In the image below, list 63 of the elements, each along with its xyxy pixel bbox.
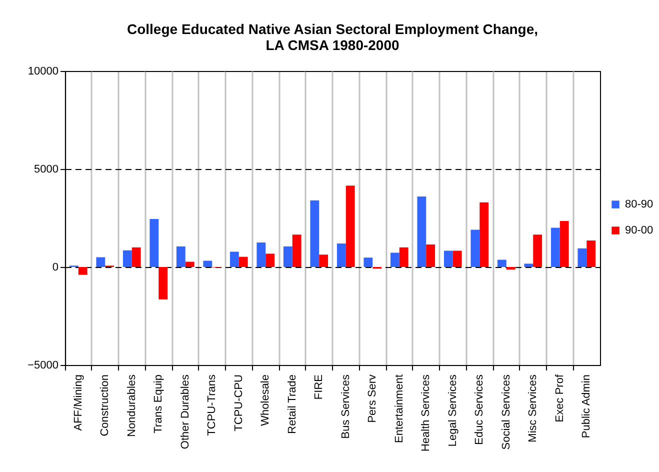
x-tick-label: Trans Equip bbox=[152, 374, 165, 434]
bar bbox=[346, 186, 355, 267]
y-tick-label: 10000 bbox=[28, 66, 58, 78]
x-tick-label: Other Durables bbox=[179, 374, 192, 450]
bar bbox=[533, 234, 542, 267]
bar bbox=[256, 242, 266, 267]
bar bbox=[283, 246, 292, 267]
bar bbox=[452, 250, 462, 267]
bar bbox=[426, 244, 436, 267]
bar bbox=[560, 220, 569, 267]
bar bbox=[399, 247, 408, 267]
bar bbox=[266, 254, 275, 267]
bar bbox=[550, 228, 560, 267]
bar bbox=[480, 202, 489, 267]
x-tick-label: FIRE bbox=[313, 374, 326, 400]
x-tick-label: Misc Services bbox=[527, 374, 540, 442]
bar bbox=[390, 252, 400, 267]
bar bbox=[122, 250, 132, 267]
y-tick-label: −5000 bbox=[28, 360, 58, 372]
bar bbox=[524, 264, 534, 267]
x-tick-label: Exec Prof bbox=[554, 374, 566, 422]
bar bbox=[96, 257, 106, 267]
bar bbox=[364, 258, 373, 267]
x-tick-label: Pers Serv bbox=[366, 374, 379, 423]
bar bbox=[185, 262, 194, 267]
x-tick-label: Nondurables bbox=[126, 374, 138, 437]
bar bbox=[150, 218, 159, 267]
chart-title: College Educated Native Asian Sectoral Employment Change, LA CMSA 1980-2000 bbox=[126, 21, 538, 53]
bar bbox=[78, 267, 88, 275]
bar bbox=[497, 260, 506, 267]
x-tick-label: Wholesale bbox=[260, 374, 272, 426]
x-tick-label: Public Admin bbox=[580, 374, 593, 438]
bar bbox=[203, 260, 212, 267]
bar bbox=[230, 252, 239, 267]
bar bbox=[158, 267, 168, 300]
x-tick-label: Social Services bbox=[500, 374, 512, 450]
x-tick-label: Bus Services bbox=[340, 374, 352, 439]
bar bbox=[310, 200, 320, 267]
x-tick-label: Retail Trade bbox=[286, 374, 298, 434]
x-tick-label: Legal Services bbox=[446, 374, 459, 447]
bar bbox=[176, 246, 186, 267]
bar bbox=[336, 243, 346, 267]
x-tick-label: TCPU-Trans bbox=[206, 374, 218, 436]
legend-label: 80-90 bbox=[625, 198, 654, 210]
bar bbox=[319, 254, 328, 267]
x-tick-label: Health Services bbox=[420, 374, 432, 452]
bar bbox=[578, 248, 587, 267]
x-tick-label: TCPU-CPU bbox=[232, 374, 245, 432]
bar bbox=[586, 240, 596, 267]
bar bbox=[506, 267, 516, 270]
y-tick-label: 0 bbox=[52, 262, 58, 274]
bar bbox=[292, 234, 302, 267]
bar bbox=[470, 230, 480, 267]
x-tick-label: AFF/Mining bbox=[72, 374, 84, 431]
x-tick-label: Construction bbox=[99, 374, 112, 436]
legend-label: 90-00 bbox=[625, 224, 654, 236]
bar bbox=[417, 196, 426, 267]
y-tick-label: 5000 bbox=[34, 164, 58, 176]
bar bbox=[238, 256, 248, 267]
bar bbox=[132, 247, 141, 267]
bar bbox=[444, 250, 453, 267]
x-tick-label: Entertainment bbox=[393, 374, 406, 443]
x-tick-label: Educ Services bbox=[474, 374, 486, 445]
